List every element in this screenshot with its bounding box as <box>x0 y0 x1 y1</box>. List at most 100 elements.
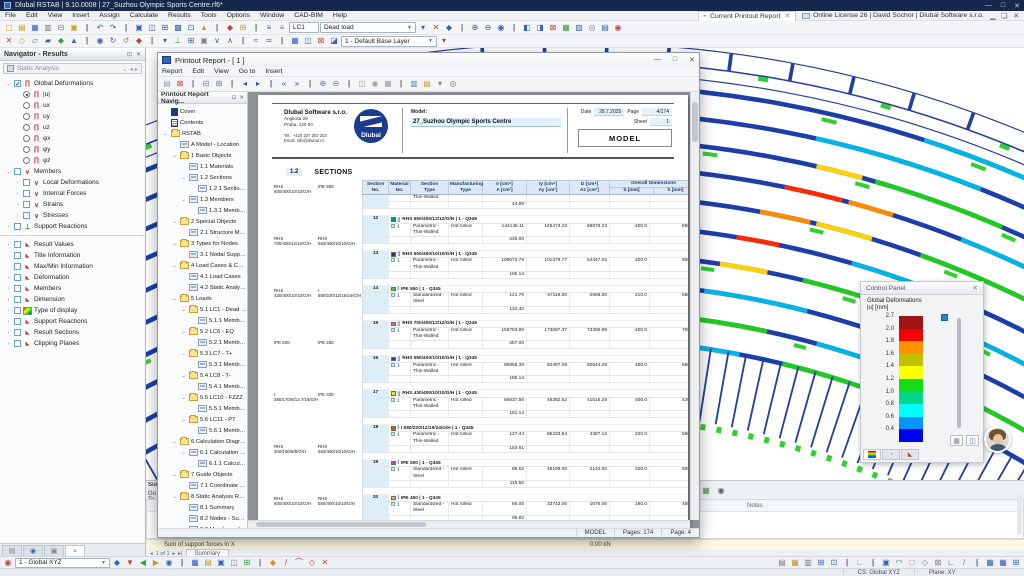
toolbar-icon[interactable]: | <box>399 79 403 88</box>
menu-item[interactable]: Assign <box>99 12 120 19</box>
toolbar-icon[interactable]: ▢ <box>5 22 13 32</box>
panel-button[interactable]: ◫ <box>966 435 979 446</box>
expander-icon[interactable]: ⌄ <box>181 174 186 181</box>
toolbar-icon[interactable]: | <box>230 79 234 88</box>
maximize-button[interactable]: □ <box>672 56 678 63</box>
pin-icon[interactable]: ⊡ <box>231 94 237 101</box>
table-row[interactable]: 18 I I 580/220/12/19/24/G/H | 1 - Q345 <box>362 425 688 461</box>
tree-item[interactable]: 4.1 Load Cases <box>159 271 247 282</box>
tree-item[interactable]: 5.6.1 Member L... <box>159 425 247 436</box>
tree-item[interactable]: ⌄ Global Deformations <box>2 78 145 89</box>
expander-icon[interactable]: ⌄ <box>172 262 177 269</box>
expander-icon[interactable]: ⌄ <box>181 350 186 357</box>
toolbar-icon[interactable]: ↷ <box>109 22 117 32</box>
tree-item[interactable]: uy <box>2 111 145 122</box>
expander-icon[interactable]: ⌄ <box>181 449 186 456</box>
expander-icon[interactable]: ⌄ <box>172 240 177 247</box>
tree-item[interactable]: 7.1 Coordinate Syste... <box>159 480 247 491</box>
tree-item[interactable]: › Strains <box>2 199 145 210</box>
toolbar-icon[interactable]: ⊠ <box>176 79 184 88</box>
horizontal-scrollbar[interactable] <box>248 520 690 528</box>
tree-item[interactable]: ⌄ 6 Calculation Diagrams <box>159 436 247 447</box>
toolbar-icon[interactable]: ◂ <box>242 79 247 88</box>
tree-item[interactable]: ⌄ 7 Guide Objects <box>159 469 247 480</box>
tree-item[interactable]: φy <box>2 144 145 155</box>
tree-item[interactable]: Max/Min Information <box>2 261 145 272</box>
minimize-button[interactable]: — <box>984 1 992 9</box>
toolbar-icon[interactable]: ▦ <box>562 22 570 32</box>
tree-item[interactable]: › Members <box>2 283 145 294</box>
expander-icon[interactable]: › <box>16 201 19 208</box>
checkbox[interactable] <box>14 329 21 336</box>
tree-item[interactable]: 4.2 Static Analysis Se... <box>159 282 247 293</box>
expander-icon[interactable]: › <box>7 241 10 248</box>
toolbar-icon[interactable]: ◫ <box>304 36 312 45</box>
toolbar-icon[interactable]: ◠ <box>895 557 903 567</box>
tree-item[interactable]: › Clipping Planes <box>2 338 145 349</box>
menu-item[interactable]: Report <box>162 68 183 75</box>
expander-icon[interactable]: ⌄ <box>172 438 177 445</box>
table-row[interactable]: 14 I IPE 550 | 1 - Q345 <box>362 286 688 321</box>
table-row[interactable]: 17 ▯ RHS 430/400/10/10/G/H | 1 - Q345 <box>362 390 688 426</box>
mdi-restore-icon[interactable]: ❏ <box>1001 12 1008 20</box>
toolbar-icon[interactable]: | <box>254 22 258 32</box>
toolbar-icon[interactable]: ✕ <box>5 36 13 45</box>
tree-item[interactable]: ⌄ 8 Static Analysis Results <box>159 491 247 502</box>
toolbar-icon[interactable]: ◪ <box>330 36 338 45</box>
panel-scrollbar[interactable] <box>957 318 961 428</box>
toolbar-icon[interactable]: ▸ <box>255 79 260 88</box>
tree-item[interactable]: ⌄ 5.1 LC1 - Dead load <box>159 304 247 315</box>
toolbar-icon[interactable]: ▥ <box>804 557 812 567</box>
toolbar-icon[interactable]: ▱ <box>31 36 39 45</box>
menu-item[interactable]: Edit <box>192 68 205 75</box>
mdi-close-icon[interactable]: ✕ <box>1013 12 1019 20</box>
maximize-button[interactable]: □ <box>1000 1 1006 9</box>
toolbar-icon[interactable]: ◇ <box>921 557 929 567</box>
toolbar-icon[interactable]: | <box>215 22 219 32</box>
toolbar-icon[interactable]: ◫ <box>230 557 238 567</box>
toolbar-icon[interactable]: | <box>124 22 128 32</box>
toolbar-icon[interactable]: ⊞ <box>215 79 223 88</box>
toolbar-icon[interactable]: ▤ <box>204 557 212 567</box>
toolbar-icon[interactable]: ▦ <box>999 557 1007 567</box>
toolbar-icon[interactable]: ▤ <box>778 557 786 567</box>
next-icon[interactable]: ▸ <box>134 65 138 73</box>
tree-item[interactable]: 6.1.1 Calculation... <box>159 458 247 469</box>
toolbar-icon[interactable]: ◆ <box>445 22 453 32</box>
toolbar-icon[interactable]: ⊞ <box>239 22 247 32</box>
toolbar-icon[interactable]: | <box>845 557 849 567</box>
tab-color-scale[interactable] <box>863 449 881 460</box>
tree-item[interactable]: 5.4.1 Member L... <box>159 381 247 392</box>
toolbar-icon[interactable]: ▣ <box>200 36 208 45</box>
tree-item[interactable]: 1.3.1 Members -... <box>159 205 247 216</box>
report-page-area[interactable]: Dlubal Software s.r.o. Anglická 28 Praha… <box>248 92 699 528</box>
tree-item[interactable]: 5.3.1 Member L... <box>159 359 247 370</box>
table-row[interactable]: 13 ▯ RHS 600/400/10/10/G/H | 1 - Q345 <box>362 251 688 287</box>
checkbox[interactable] <box>14 318 21 325</box>
menu-item[interactable]: Help <box>332 12 347 19</box>
tree-item[interactable]: › Type of display <box>2 305 145 316</box>
toolbar-icon[interactable]: | <box>460 22 464 32</box>
navigator-tab-results[interactable]: ≈ <box>65 545 85 556</box>
table-row[interactable]: 15 ▯ RHS 700/400/12/12/G/H | 1 - Q345 <box>362 320 688 356</box>
toolbar-icon[interactable]: ◉ <box>497 22 505 32</box>
toolbar-icon[interactable]: ◧ <box>523 22 531 32</box>
table-row[interactable]: 16 ▯ RHS 550/400/10/10/G/H | 1 - Q345 <box>362 355 688 391</box>
layer-combo[interactable]: 1 - Default Base Layer ▼ <box>341 35 437 47</box>
user-avatar[interactable] <box>984 426 1011 453</box>
checkbox[interactable] <box>14 168 21 175</box>
toolbar-icon[interactable]: ▲ <box>200 22 208 32</box>
tree-item[interactable]: › Support Reactions <box>2 221 145 232</box>
panel-button[interactable]: ▦ <box>950 435 963 446</box>
expander-icon[interactable]: ⌄ <box>181 416 186 423</box>
toolbar-icon[interactable]: | <box>191 79 195 88</box>
tree-item[interactable]: 8.1 Summary <box>159 502 247 513</box>
expander-icon[interactable]: ⌄ <box>6 80 11 87</box>
toolbar-icon[interactable]: ⊟ <box>57 22 65 32</box>
menu-item[interactable]: File <box>5 12 16 19</box>
expander-icon[interactable]: ⌄ <box>172 152 177 159</box>
toolbar-icon[interactable]: ▦ <box>791 557 799 567</box>
toolbar-icon[interactable]: ◀ <box>139 557 147 567</box>
toolbar-icon[interactable]: ⊕ <box>319 79 327 88</box>
toolbar-icon[interactable]: ⊠ <box>317 36 325 45</box>
